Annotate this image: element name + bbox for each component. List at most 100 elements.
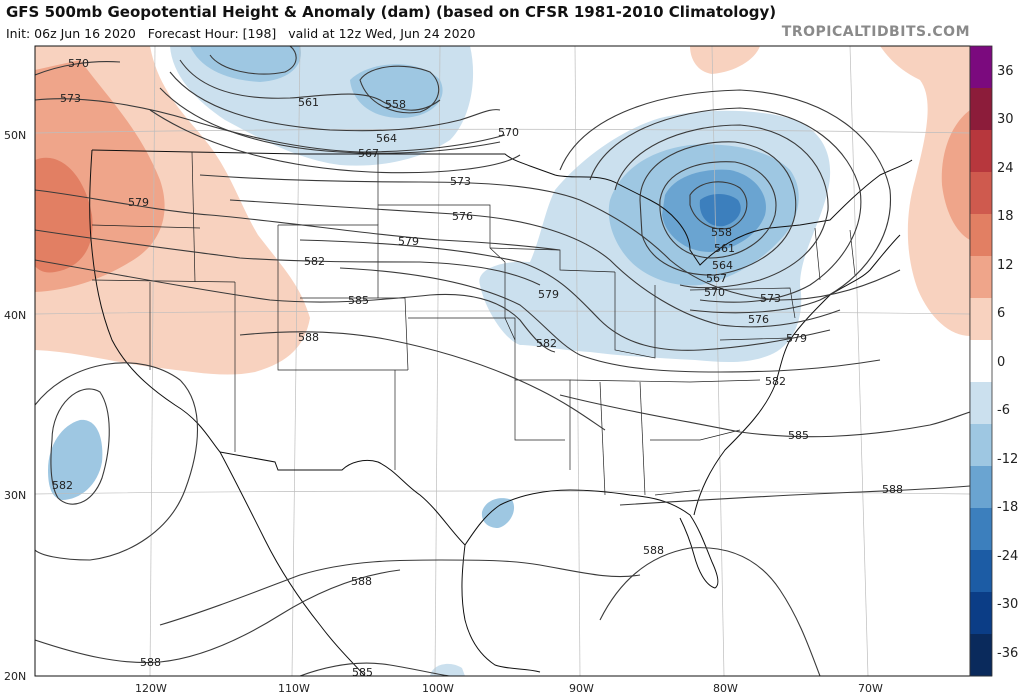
contour-label: 588 (643, 544, 664, 557)
colorbar-cells (970, 46, 992, 677)
contour-573-mid (199, 174, 901, 301)
height-contours (35, 46, 970, 676)
contour-570-west (35, 61, 121, 76)
colorbar-cell (970, 592, 992, 635)
contour-label: 585 (352, 666, 373, 679)
contour-567-north (159, 87, 501, 154)
colorbar-cell (970, 88, 992, 131)
colorbar-cell (970, 466, 992, 509)
contour-label: 558 (385, 98, 406, 111)
contour-label: 570 (704, 286, 725, 299)
forecast-hour-label: Forecast Hour: [198] (147, 26, 277, 41)
contour-label: 558 (711, 226, 732, 239)
contour-582-mid (339, 267, 881, 373)
colorbar-frame (969, 45, 993, 677)
colorbar-cell (970, 298, 992, 341)
contour-label: 579 (786, 332, 807, 345)
state-line-18 (639, 381, 646, 496)
state-line-15 (614, 272, 656, 359)
contour-588-sw (35, 569, 401, 664)
negative-anomaly-south (430, 663, 465, 676)
state-line-23 (849, 229, 856, 276)
negative-anomaly-north-mid (190, 46, 301, 82)
valid-time-label: valid at 12z Wed, Jun 24 2020 (288, 26, 476, 41)
negative-anomaly-pacific (48, 419, 103, 500)
contour-555-north (209, 46, 297, 75)
positive-anomaly-ne (690, 46, 760, 74)
state-line-3 (191, 151, 196, 283)
colorbar-label: -12 (997, 452, 1018, 467)
contour-label: 588 (140, 656, 161, 669)
colorbar-label: -24 (997, 549, 1018, 564)
contour-label: 588 (882, 483, 903, 496)
state-line-22 (814, 227, 821, 281)
parallel-50n (35, 128, 970, 134)
contour-label-layer: 570 573 561 558 564 567 570 573 576 579 … (52, 57, 903, 679)
contour-label: 579 (398, 235, 419, 248)
contour-573-west (35, 98, 506, 153)
colorbar-label: -30 (997, 597, 1018, 612)
contour-label: 579 (128, 196, 149, 209)
contour-pacific-low (50, 388, 110, 505)
negative-anomaly-north-core2 (350, 64, 443, 118)
contour-556-gl (689, 181, 748, 230)
state-line-16 (569, 379, 761, 383)
contour-label: 579 (538, 288, 559, 301)
colorbar-label: 6 (997, 306, 1005, 321)
contour-label: 567 (706, 272, 727, 285)
negative-anomaly-gulf (481, 498, 515, 528)
contour-558-gl (659, 161, 777, 259)
contour-588-atl (619, 485, 970, 506)
parallel-40n (35, 310, 970, 315)
state-line-1 (91, 224, 201, 229)
colorbar: 36 30 24 18 12 6 0 -6 -12 -18 -24 -30 -3… (969, 45, 1018, 677)
colorbar-cell (970, 130, 992, 173)
contour-label: 561 (714, 242, 735, 255)
latitude-label: 50N (4, 129, 26, 142)
colorbar-cell (970, 634, 992, 677)
contour-582-west (35, 229, 541, 286)
contour-576-mid (229, 199, 841, 328)
state-borders (91, 151, 856, 496)
colorbar-label: 0 (997, 355, 1005, 370)
contour-pacific-outer (35, 362, 199, 561)
contour-label: 582 (536, 337, 557, 350)
contour-585-bottom (299, 662, 451, 676)
colorbar-cell (970, 424, 992, 467)
contour-label: 576 (748, 313, 769, 326)
contour-561-north (179, 59, 441, 111)
longitude-label: 100W (422, 682, 454, 695)
contour-588-west (239, 331, 606, 431)
contour-579-mid (299, 239, 831, 351)
longitude-label: 110W (278, 682, 310, 695)
contour-567-gl (589, 107, 862, 303)
gulf-coast (464, 489, 719, 589)
state-line-17 (599, 381, 606, 496)
latitude-label: 20N (4, 670, 26, 683)
contour-label: 564 (712, 259, 733, 272)
colorbar-cell (970, 46, 992, 89)
colorbar-label: -6 (997, 403, 1010, 418)
colorbar-label: 24 (997, 161, 1014, 176)
colorbar-label: -18 (997, 500, 1018, 515)
contour-585-west (35, 259, 556, 353)
longitude-label: 120W (135, 682, 167, 695)
contour-label: 588 (298, 331, 319, 344)
contour-570-gl (559, 89, 892, 314)
map-subtitle: Init: 06z Jun 16 2020 Forecast Hour: [19… (6, 26, 476, 41)
longitude-label: 90W (569, 682, 594, 695)
colorbar-label: 18 (997, 209, 1014, 224)
us-west-coast (89, 149, 221, 453)
init-label: Init: 06z Jun 16 2020 (6, 26, 136, 41)
contour-564-north (169, 71, 501, 132)
anomaly-shading (35, 46, 970, 676)
contour-561-gl (639, 141, 797, 276)
mexico-coast-west (219, 451, 366, 676)
contour-564-gl (614, 124, 829, 289)
colorbar-label: 12 (997, 258, 1014, 273)
colorbar-label: 36 (997, 64, 1014, 79)
contour-label: 573 (760, 292, 781, 305)
contour-label: 585 (788, 429, 809, 442)
